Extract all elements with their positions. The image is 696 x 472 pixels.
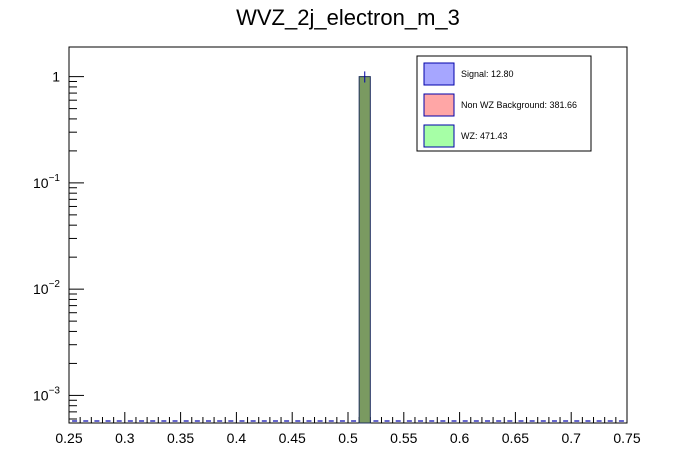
y-tick-label: 10−2 bbox=[33, 279, 60, 297]
x-tick-label: 0.7 bbox=[561, 430, 581, 446]
y-tick-exponent: −2 bbox=[49, 279, 61, 290]
y-tick-base: 10 bbox=[33, 281, 49, 297]
x-tick-label: 0.25 bbox=[55, 430, 82, 446]
x-tick-label: 0.6 bbox=[450, 430, 470, 446]
legend-label: Non WZ Background: 381.66 bbox=[461, 100, 577, 110]
bars bbox=[358, 71, 371, 424]
y-axis: 110−110−210−3 bbox=[33, 69, 84, 420]
legend-label: WZ: 471.43 bbox=[461, 131, 508, 141]
y-tick-label: 10−1 bbox=[33, 173, 60, 191]
y-tick-exponent: −1 bbox=[49, 173, 61, 184]
x-tick-label: 0.35 bbox=[167, 430, 194, 446]
x-tick-label: 0.75 bbox=[613, 430, 640, 446]
x-tick-label: 0.5 bbox=[338, 430, 358, 446]
y-tick-label: 10−3 bbox=[33, 385, 60, 403]
x-tick-label: 0.3 bbox=[115, 430, 135, 446]
legend-label: Signal: 12.80 bbox=[461, 69, 514, 79]
bar bbox=[358, 76, 371, 424]
legend-swatch bbox=[423, 124, 455, 148]
y-tick-label: 1 bbox=[52, 69, 60, 85]
x-tick-label: 0.4 bbox=[227, 430, 247, 446]
y-tick-base: 1 bbox=[52, 69, 60, 85]
y-tick-base: 10 bbox=[33, 387, 49, 403]
legend-swatch bbox=[423, 62, 455, 86]
x-tick-label: 0.55 bbox=[390, 430, 417, 446]
x-tick-label: 0.65 bbox=[502, 430, 529, 446]
x-axis: 0.25 0.3 0.35 0.4 0.45 0.5 0.55 0.6 0.65 0.7 0.75 bbox=[55, 412, 641, 446]
x-tick-label: 0.45 bbox=[279, 430, 306, 446]
y-tick-base: 10 bbox=[33, 175, 49, 191]
legend-swatch bbox=[423, 93, 455, 117]
chart-title: WVZ_2j_electron_m_3 bbox=[236, 5, 460, 30]
legend: Signal: 12.80 Non WZ Background: 381.66 WZ… bbox=[416, 55, 592, 152]
y-tick-exponent: −3 bbox=[49, 385, 61, 396]
